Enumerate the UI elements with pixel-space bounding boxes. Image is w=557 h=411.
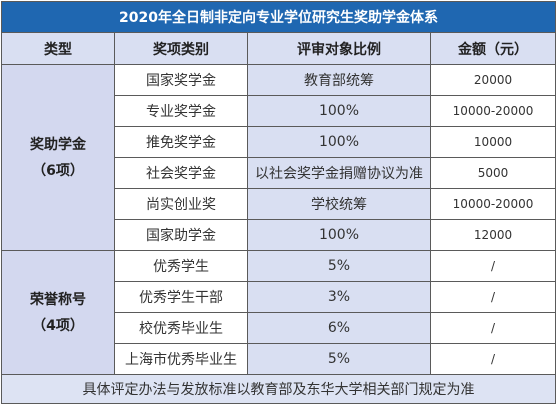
award-name: 优秀学生 bbox=[114, 250, 248, 282]
award-ratio: 5% bbox=[247, 250, 431, 282]
category-count: （4项） bbox=[32, 317, 84, 334]
award-amount: 10000-20000 bbox=[429, 188, 557, 220]
award-name: 尚实创业奖 bbox=[114, 188, 248, 220]
award-amount: / bbox=[429, 250, 557, 282]
header-type: 类型 bbox=[1, 32, 115, 65]
table-row: 社会奖学金 以社会奖学金捐赠协议为准 5000 bbox=[2, 157, 557, 189]
award-name: 校优秀毕业生 bbox=[114, 312, 248, 344]
award-name: 国家助学金 bbox=[114, 219, 248, 251]
award-ratio: 学校统筹 bbox=[247, 188, 431, 220]
header-amount: 金额（元） bbox=[429, 32, 557, 65]
table-row: 校优秀毕业生 6% / bbox=[2, 312, 557, 344]
award-ratio: 教育部统筹 bbox=[247, 64, 431, 96]
award-ratio: 100% bbox=[247, 95, 431, 127]
award-ratio: 3% bbox=[247, 281, 431, 313]
category-cell-honor: 荣誉称号 （4项） bbox=[1, 250, 115, 375]
table-row: 尚实创业奖 学校统筹 10000-20000 bbox=[2, 188, 557, 220]
header-ratio: 评审对象比例 bbox=[247, 32, 431, 65]
award-amount: 5000 bbox=[429, 157, 557, 189]
table-row: 上海市优秀毕业生 5% / bbox=[2, 343, 557, 375]
award-amount: 10000-20000 bbox=[429, 95, 557, 127]
award-ratio: 100% bbox=[247, 219, 431, 251]
award-name: 推免奖学金 bbox=[114, 126, 248, 158]
award-ratio: 以社会奖学金捐赠协议为准 bbox=[247, 157, 431, 189]
category-label: 荣誉称号 bbox=[30, 291, 86, 308]
award-ratio: 6% bbox=[247, 312, 431, 344]
table-row: 奖助学金 （6项） 国家奖学金 教育部统筹 20000 bbox=[1, 64, 557, 251]
table-row: 国家助学金 100% 12000 bbox=[2, 219, 557, 251]
award-ratio: 5% bbox=[247, 343, 431, 375]
category-label: 奖助学金 bbox=[30, 136, 86, 153]
award-ratio: 100% bbox=[247, 126, 431, 158]
table-title: 2020年全日制非定向专业学位研究生奖助学金体系 bbox=[0, 1, 557, 33]
award-amount: 10000 bbox=[429, 126, 557, 158]
award-name: 上海市优秀毕业生 bbox=[114, 343, 248, 375]
award-name: 专业奖学金 bbox=[114, 95, 248, 127]
table-row: 专业奖学金 100% 10000-20000 bbox=[2, 95, 557, 127]
header-name: 奖项类别 bbox=[114, 32, 248, 65]
category-count: （6项） bbox=[32, 162, 84, 179]
award-amount: / bbox=[429, 312, 557, 344]
award-amount: / bbox=[429, 343, 557, 375]
table-footer-note: 具体评定办法与发放标准以教育部及东华大学相关部门规定为准 bbox=[0, 374, 557, 404]
category-cell-scholarship: 奖助学金 （6项） bbox=[1, 64, 115, 251]
award-name: 国家奖学金 bbox=[114, 64, 248, 96]
award-amount: / bbox=[429, 281, 557, 313]
table-row: 推免奖学金 100% 10000 bbox=[2, 126, 557, 158]
award-name: 优秀学生干部 bbox=[114, 281, 248, 313]
award-amount: 12000 bbox=[429, 219, 557, 251]
table-row: 荣誉称号 （4项） 优秀学生 5% / bbox=[1, 250, 557, 375]
award-name: 社会奖学金 bbox=[114, 157, 248, 189]
award-amount: 20000 bbox=[429, 64, 557, 96]
